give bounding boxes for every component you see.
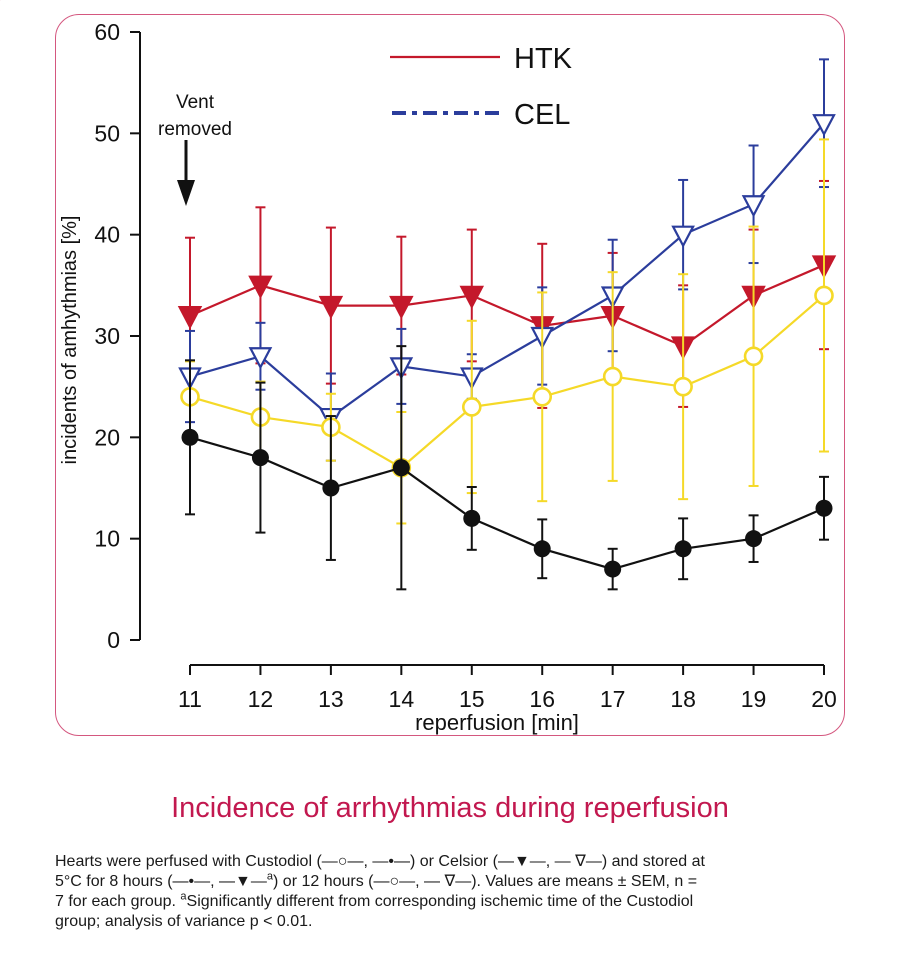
figure-caption: Hearts were perfused with Custodiol (—○—… (55, 852, 845, 932)
caption-line-1: Hearts were perfused with Custodiol (—○—… (55, 853, 705, 870)
data-point (389, 295, 414, 320)
y-tick-label: 20 (94, 424, 120, 450)
data-point (181, 428, 199, 446)
y-tick-label: 30 (94, 323, 120, 349)
x-tick-label: 16 (529, 686, 555, 712)
chart-frame (55, 14, 845, 736)
arrhythmia-chart: 0 10 20 30 40 50 60 incidents of amhythmias [%]… (59, 19, 837, 735)
series-line (189, 122, 825, 419)
y-tick-label: 60 (94, 19, 120, 45)
x-tick-label: 13 (318, 686, 344, 712)
x-tick-label: 12 (248, 686, 274, 712)
x-tick-label: 18 (670, 686, 696, 712)
y-tick-label: 0 (107, 627, 120, 653)
x-axis-title: reperfusion [min] (415, 710, 579, 735)
data-point (533, 540, 551, 558)
y-axis-title: incidents of amhythmias [%] (59, 216, 81, 465)
data-point (674, 540, 692, 558)
data-point (318, 295, 344, 320)
data-point (812, 114, 836, 137)
annotation-arrow-head (177, 180, 195, 206)
data-point (671, 225, 695, 249)
data-point (604, 560, 622, 578)
caption-line-4: group; analysis of variance p < 0.01. (55, 913, 313, 930)
x-tick-label: 11 (178, 686, 202, 712)
data-point (673, 376, 693, 397)
legend-label-cel: CEL (514, 99, 570, 131)
data-point (743, 346, 764, 367)
x-tick-label: 20 (811, 686, 837, 712)
legend-label-htk: HTK (514, 43, 573, 75)
y-tick-label: 50 (94, 120, 120, 146)
caption-line-3: 7 for each group. aSignificantly differe… (55, 890, 694, 910)
data-point (322, 479, 340, 497)
chart-title: Incidence of arrhythmias during reperfus… (171, 792, 729, 824)
data-point (248, 347, 273, 370)
annotation-text-line1: Vent (176, 92, 215, 113)
caption-line-2: 5°C for 8 hours (—•—, —▼—a) or 12 hours … (55, 870, 698, 890)
data-point (815, 499, 833, 517)
x-tick-label: 19 (741, 686, 767, 712)
data-point (814, 285, 834, 306)
x-tick-label: 17 (600, 686, 626, 712)
data-point (602, 366, 623, 387)
data-point (463, 509, 481, 527)
data-point (392, 459, 410, 477)
series-line (189, 436, 825, 571)
data-point (532, 386, 553, 407)
data-point (459, 285, 485, 310)
data-point (741, 195, 766, 218)
y-tick-label: 10 (94, 526, 120, 552)
data-point (248, 275, 273, 299)
data-point (177, 305, 203, 330)
annotation-text-line2: removed (158, 119, 232, 140)
series-line (189, 294, 825, 470)
series-line (189, 264, 825, 348)
data-point (461, 397, 482, 417)
y-tick-label: 40 (94, 222, 120, 248)
x-tick-label: 14 (389, 686, 415, 712)
data-point (745, 530, 763, 548)
x-tick-label: 15 (459, 686, 485, 712)
data-point (251, 449, 269, 467)
